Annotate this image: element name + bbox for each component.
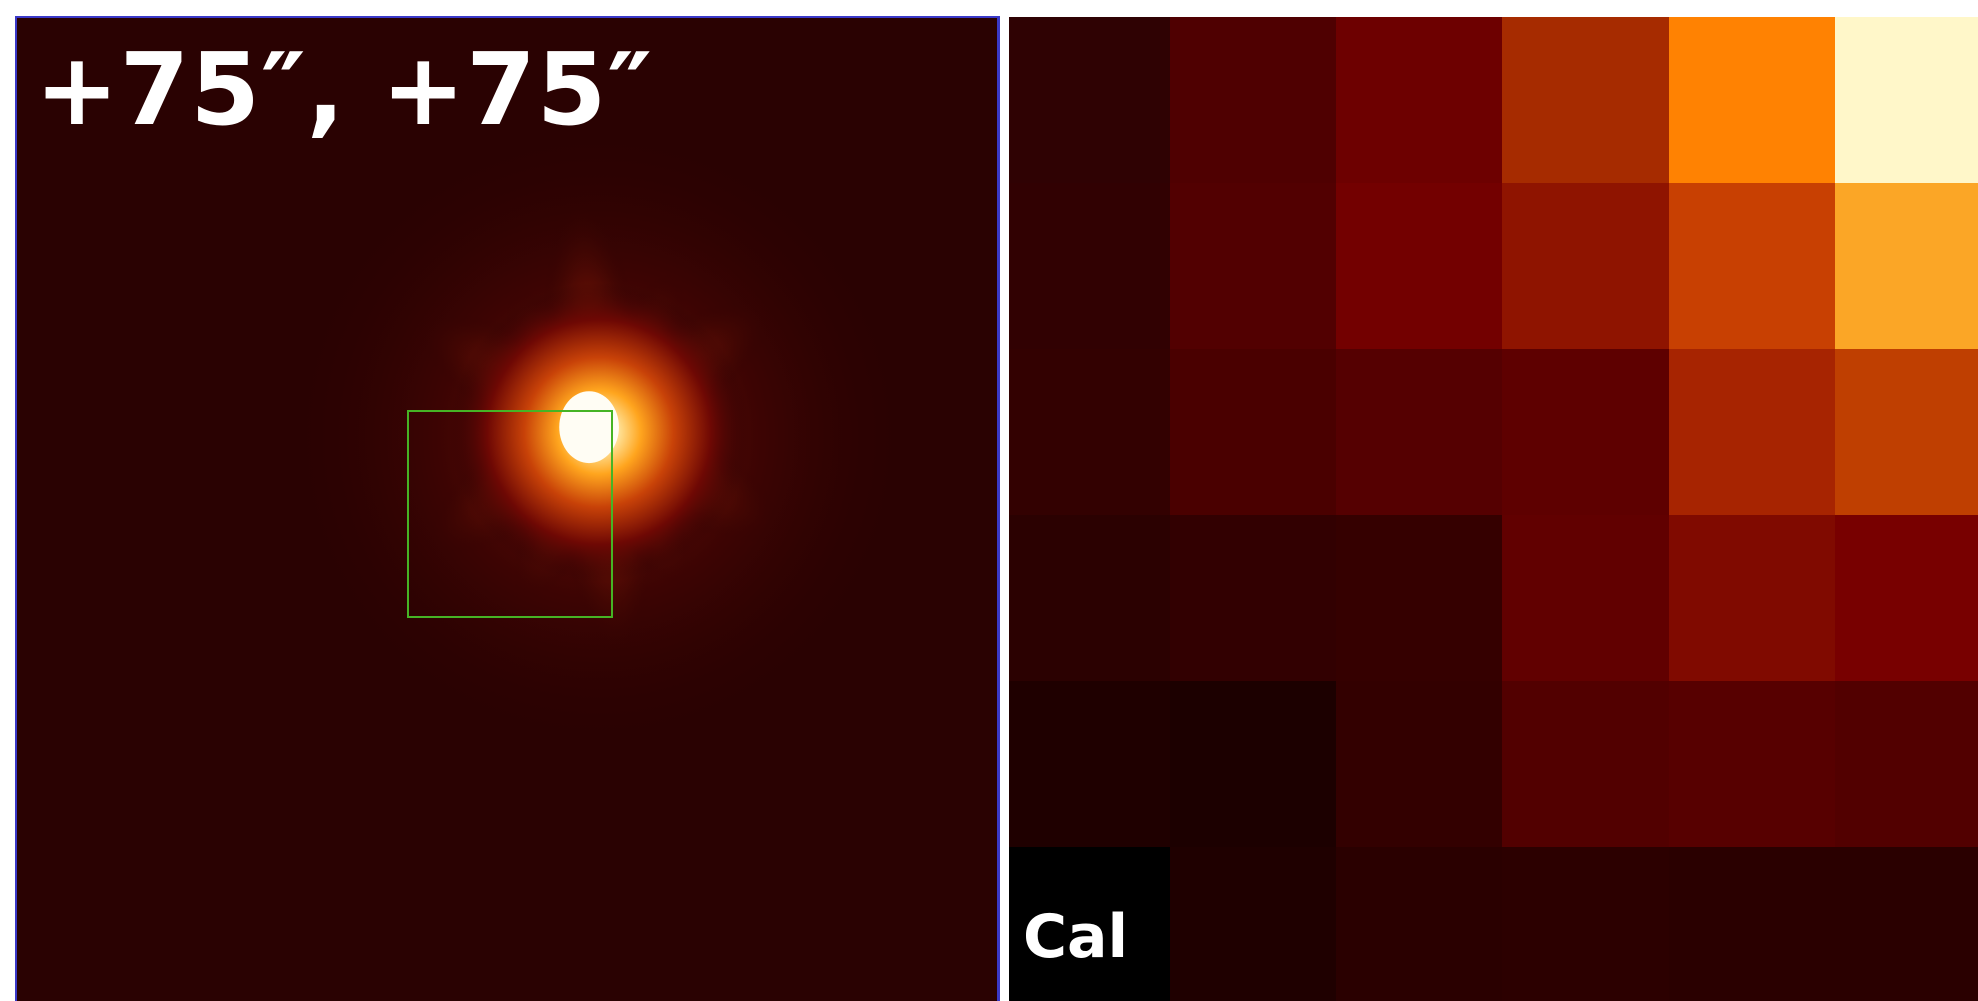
pixel-cell	[1336, 681, 1502, 847]
pixel-cell	[1336, 515, 1502, 681]
pixel-cell	[1835, 681, 1978, 847]
star-psf-image	[280, 117, 918, 757]
pixel-cell	[1170, 681, 1336, 847]
psf-image-panel: +75″, +75″	[15, 16, 1000, 1001]
pixel-cell	[1669, 17, 1835, 183]
pixel-cell	[1336, 349, 1502, 515]
pixel-cell	[1170, 349, 1336, 515]
pixel-cell	[1336, 17, 1502, 183]
pixel-cell	[1669, 349, 1835, 515]
pixel-cell	[1009, 17, 1170, 183]
pixel-cell	[1835, 847, 1978, 1001]
panel-divider	[1000, 0, 1010, 1001]
cal-box: Cal	[1009, 847, 1170, 1001]
pixel-cell	[1336, 183, 1502, 349]
pixel-cell	[1502, 349, 1669, 515]
pixel-cell	[1835, 17, 1978, 183]
pixel-cell	[1835, 349, 1978, 515]
pixel-cell	[1835, 515, 1978, 681]
pixel-cell	[1835, 183, 1978, 349]
pixel-cell	[1009, 349, 1170, 515]
pixel-cell	[1502, 515, 1669, 681]
pixel-cell	[1502, 681, 1669, 847]
pixel-cell	[1009, 183, 1170, 349]
pixel-cell	[1170, 183, 1336, 349]
pixel-cell	[1009, 681, 1170, 847]
pixel-cell	[1502, 847, 1669, 1001]
zoom-region-box	[407, 410, 613, 618]
pixel-cell	[1170, 515, 1336, 681]
pixel-cell	[1009, 515, 1170, 681]
pixel-cell	[1669, 515, 1835, 681]
offset-coordinate-label: +75″, +75″	[35, 31, 654, 148]
pixel-cell	[1502, 183, 1669, 349]
pixel-cell	[1669, 183, 1835, 349]
cal-label: Cal	[1023, 902, 1129, 972]
pixel-cell	[1336, 847, 1502, 1001]
pixel-cell	[1502, 17, 1669, 183]
pixel-cell	[1170, 17, 1336, 183]
pixel-cell	[1170, 847, 1336, 1001]
pixel-cell	[1669, 681, 1835, 847]
pixel-cell	[1669, 847, 1835, 1001]
zoomed-pixel-panel: Cal	[1009, 17, 1978, 1001]
